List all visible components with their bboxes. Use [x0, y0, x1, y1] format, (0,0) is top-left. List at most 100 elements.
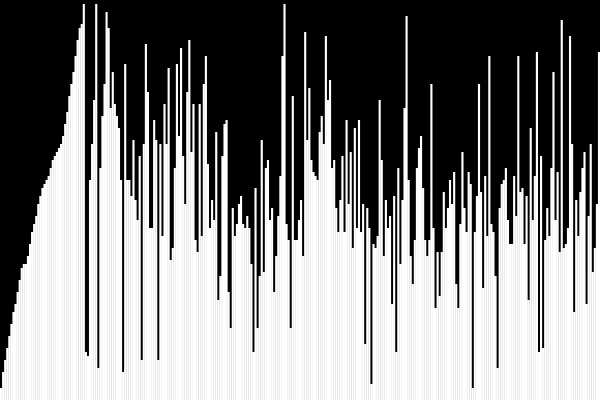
bar — [300, 200, 303, 400]
bar — [159, 144, 162, 400]
bar — [442, 192, 445, 400]
bar — [405, 16, 408, 400]
bar — [351, 248, 354, 400]
bar — [198, 104, 201, 400]
bar — [268, 220, 272, 400]
bar — [14, 304, 17, 400]
bar — [357, 120, 361, 400]
bar — [101, 116, 104, 400]
bar — [271, 208, 274, 400]
bar — [0, 388, 3, 400]
bar — [233, 236, 236, 400]
bar — [55, 152, 58, 400]
bar — [521, 188, 524, 400]
bar — [422, 188, 425, 400]
bar — [167, 68, 170, 400]
bar — [126, 180, 129, 400]
bar — [498, 208, 501, 400]
bar — [335, 208, 338, 400]
bar — [281, 56, 284, 400]
bar — [66, 112, 69, 400]
bar — [459, 224, 462, 400]
bar — [194, 240, 197, 400]
bar — [60, 144, 63, 400]
bar — [62, 136, 65, 400]
bar — [213, 220, 216, 400]
bar — [248, 228, 251, 400]
bar — [84, 352, 87, 400]
bar — [583, 152, 586, 400]
bar — [113, 104, 116, 400]
bar — [33, 224, 36, 400]
bar — [295, 240, 298, 400]
bar — [188, 40, 191, 400]
bar — [97, 368, 100, 400]
bar — [285, 224, 288, 400]
bar — [171, 248, 174, 400]
bar — [556, 172, 559, 400]
bar — [260, 140, 263, 400]
bar — [237, 204, 241, 400]
bar — [132, 140, 135, 400]
bar — [277, 216, 280, 400]
bar — [411, 284, 414, 400]
bar — [31, 232, 34, 400]
bar — [349, 152, 352, 400]
bar — [430, 84, 433, 400]
bar — [250, 264, 253, 400]
bar — [275, 256, 278, 400]
bar — [28, 244, 32, 400]
bar — [511, 244, 514, 400]
bar — [486, 236, 489, 400]
bar — [502, 180, 505, 400]
bar — [568, 36, 572, 400]
bar — [138, 156, 141, 400]
bar — [202, 84, 205, 400]
bar — [415, 168, 418, 400]
bar — [347, 204, 350, 400]
bar — [413, 240, 416, 400]
bar — [360, 232, 363, 400]
bar — [49, 168, 52, 400]
bar — [151, 228, 154, 400]
bar — [341, 156, 344, 400]
bar — [417, 148, 421, 400]
bar — [130, 196, 133, 400]
bar — [314, 176, 317, 400]
bar — [39, 196, 42, 400]
bar — [480, 192, 483, 400]
bar — [41, 188, 44, 400]
bar — [550, 168, 553, 400]
bar — [252, 352, 255, 400]
bar — [221, 156, 224, 400]
bar — [529, 128, 532, 400]
bar — [362, 204, 365, 400]
bar — [246, 216, 249, 400]
bar — [382, 256, 385, 400]
bar — [258, 276, 261, 400]
bar — [47, 176, 50, 400]
bar — [78, 28, 81, 400]
bar — [322, 144, 325, 400]
bar — [215, 132, 218, 400]
bar — [107, 28, 110, 400]
bar — [175, 64, 178, 400]
bar — [306, 140, 309, 400]
bar — [35, 216, 38, 400]
bar — [4, 360, 7, 400]
bar — [80, 24, 83, 400]
bar — [155, 140, 158, 400]
bar — [473, 232, 476, 400]
bar — [453, 172, 456, 400]
bar — [18, 280, 21, 400]
bar — [229, 328, 232, 400]
bar — [482, 288, 485, 400]
bar — [115, 116, 118, 400]
bar — [438, 296, 441, 400]
bar — [186, 92, 189, 400]
bar — [353, 128, 356, 400]
bar — [585, 304, 588, 400]
bar — [376, 236, 379, 400]
bar — [82, 4, 85, 400]
